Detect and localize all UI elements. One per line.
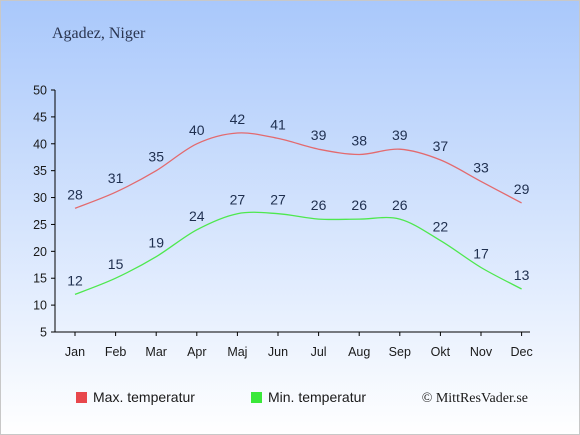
x-tick-label: Feb [105,345,127,359]
y-tick-label: 50 [33,84,47,98]
data-label-min: 22 [433,219,449,235]
data-label-max: 42 [230,111,246,127]
legend-item-min: Min. temperatur [251,389,366,405]
x-tick-label: Sep [389,345,411,359]
y-tick-label: 15 [33,272,47,286]
x-tick-label: Jun [268,345,288,359]
x-tick-label: Nov [470,345,493,359]
x-tick-label: Apr [187,345,206,359]
x-tick-label: Aug [348,345,370,359]
data-label-max: 37 [433,138,449,154]
data-label-min: 19 [148,235,164,251]
legend-label-max: Max. temperatur [93,389,195,405]
x-tick-label: Okt [431,345,451,359]
legend-swatch-max [76,392,87,403]
data-label-min: 13 [514,267,530,283]
x-tick-label: Jul [311,345,327,359]
data-label-max: 38 [351,133,367,149]
legend: Max. temperatur Min. temperatur [76,389,366,405]
data-label-min: 27 [230,192,246,208]
y-tick-label: 35 [33,164,47,178]
y-tick-label: 10 [33,299,47,313]
y-tick-label: 20 [33,245,47,259]
chart-title: Agadez, Niger [52,25,146,42]
data-label-min: 26 [351,197,367,213]
x-tick-label: Maj [227,345,247,359]
series-line-max [74,132,522,209]
data-label-min: 15 [108,256,124,272]
y-tick-label: 30 [33,191,47,205]
x-tick-label: Jan [65,345,85,359]
axes: 5 10 15 20 25 30 35 40 45 50 Jan Feb Mar Apr Maj Jun Jul… [33,84,533,360]
x-tick-label: Mar [145,345,167,359]
legend-item-max: Max. temperatur [76,389,195,405]
data-label-min: 17 [473,245,489,261]
data-label-max: 41 [270,116,286,132]
y-tick-label: 40 [33,137,47,151]
data-label-min: 27 [270,192,286,208]
data-label-max: 29 [514,181,530,197]
data-labels: 28 31 35 40 42 41 39 38 39 37 33 29 12 15 19 24 27 27 26 26… [67,111,529,288]
data-label-max: 33 [473,159,489,175]
x-tick-label: Dec [510,345,532,359]
data-label-max: 39 [392,127,408,143]
data-label-min: 12 [67,272,83,288]
series-lines [74,132,522,295]
credit-text: © MittResVader.se [422,391,528,406]
series-line-min [74,211,522,295]
y-tick-label: 25 [33,218,47,232]
y-tick-label: 45 [33,110,47,124]
data-label-min: 26 [392,197,408,213]
data-label-min: 26 [311,197,327,213]
y-tick-label: 5 [40,326,47,340]
legend-label-min: Min. temperatur [268,389,366,405]
data-label-max: 39 [311,127,327,143]
data-label-max: 31 [108,170,124,186]
data-label-min: 24 [189,208,205,224]
data-label-max: 40 [189,122,205,138]
legend-swatch-min [251,392,262,403]
data-label-max: 35 [148,149,164,165]
data-label-max: 28 [67,186,83,202]
